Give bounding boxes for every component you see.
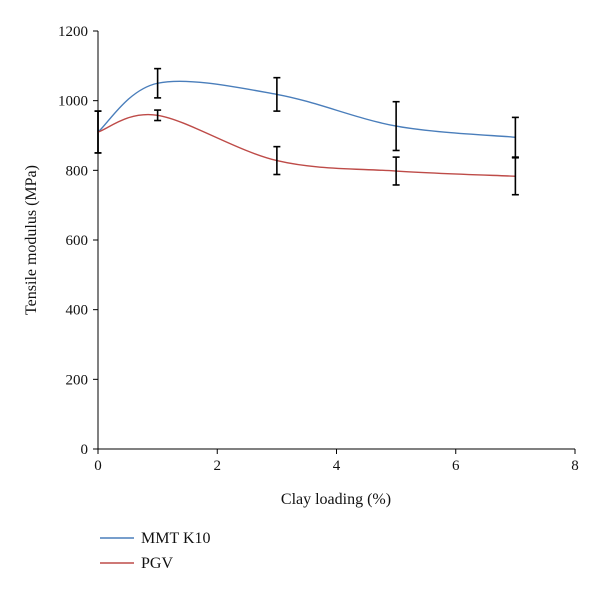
legend-item: PGV — [100, 555, 173, 572]
x-axis-label: Clay loading (%) — [281, 491, 391, 508]
series-pgv — [94, 109, 519, 196]
x-tick-label: 0 — [94, 458, 102, 474]
series-mmt-k10 — [94, 67, 519, 158]
error-bar — [273, 76, 281, 112]
series-line — [97, 113, 516, 177]
error-bar — [392, 100, 400, 152]
y-tick-label: 400 — [66, 303, 89, 319]
y-tick-label: 0 — [81, 442, 89, 458]
legend-label: MMT K10 — [141, 530, 211, 547]
y-axis-label: Tensile modulus (MPa) — [23, 165, 40, 315]
legend: MMT K10 PGV — [100, 530, 211, 572]
axes: 0 200 400 600 800 1000 1200 0 2 4 6 8 — [58, 24, 579, 474]
x-tick-label: 4 — [333, 458, 341, 474]
error-bar — [154, 109, 162, 122]
error-bar — [392, 156, 400, 186]
y-tick-label: 200 — [66, 372, 89, 388]
y-tick-label: 1200 — [58, 24, 88, 40]
error-bar — [154, 67, 162, 99]
x-tick-label: 8 — [571, 458, 579, 474]
legend-item: MMT K10 — [100, 530, 211, 547]
y-tick-label: 800 — [66, 163, 89, 179]
error-bar — [511, 156, 519, 196]
error-bar — [273, 145, 281, 176]
y-tick-label: 1000 — [58, 94, 88, 110]
plot-area — [94, 67, 519, 196]
legend-label: PGV — [141, 555, 173, 572]
x-tick-label: 6 — [452, 458, 460, 474]
x-tick-label: 2 — [214, 458, 222, 474]
y-tick-label: 600 — [66, 233, 89, 249]
